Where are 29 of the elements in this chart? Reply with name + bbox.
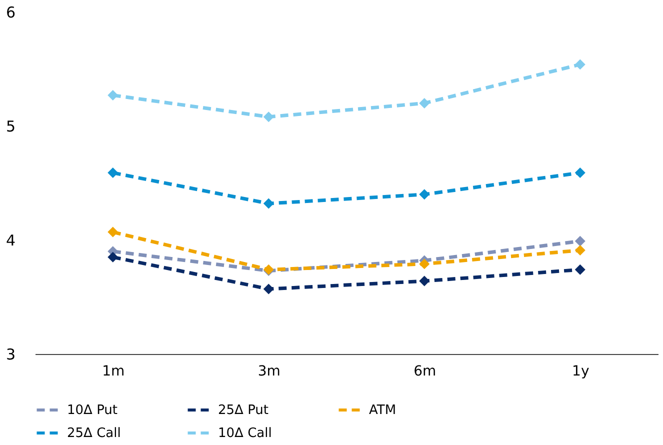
- point: [419, 276, 430, 286]
- x-tick-label: 3m: [258, 364, 280, 380]
- x-tick-label: 1y: [572, 364, 590, 380]
- y-tick-label: 6: [6, 4, 16, 22]
- point: [574, 59, 586, 70]
- x-tick-label: 1m: [102, 364, 125, 380]
- point: [108, 90, 118, 100]
- legend-label: 10Δ Call: [218, 426, 272, 441]
- point: [108, 252, 118, 262]
- legend-label: 10Δ Put: [67, 403, 118, 418]
- point: [108, 226, 118, 238]
- point: [574, 236, 586, 246]
- point: [574, 264, 586, 275]
- point: [574, 167, 586, 178]
- y-tick-label: 4: [6, 232, 16, 250]
- y-tick-label: 5: [6, 118, 16, 136]
- point: [574, 245, 586, 256]
- legend-label: ATM: [369, 403, 396, 418]
- point: [263, 198, 274, 209]
- x-tick-label: 6m: [414, 364, 436, 380]
- point: [108, 167, 118, 178]
- point: [419, 189, 430, 200]
- point: [419, 98, 430, 108]
- point: [263, 284, 274, 294]
- point: [263, 112, 274, 122]
- point: [419, 258, 430, 270]
- legend-label: 25Δ Call: [67, 426, 121, 441]
- legend-label: 25Δ Put: [218, 403, 269, 418]
- y-tick-label: 3: [6, 346, 16, 364]
